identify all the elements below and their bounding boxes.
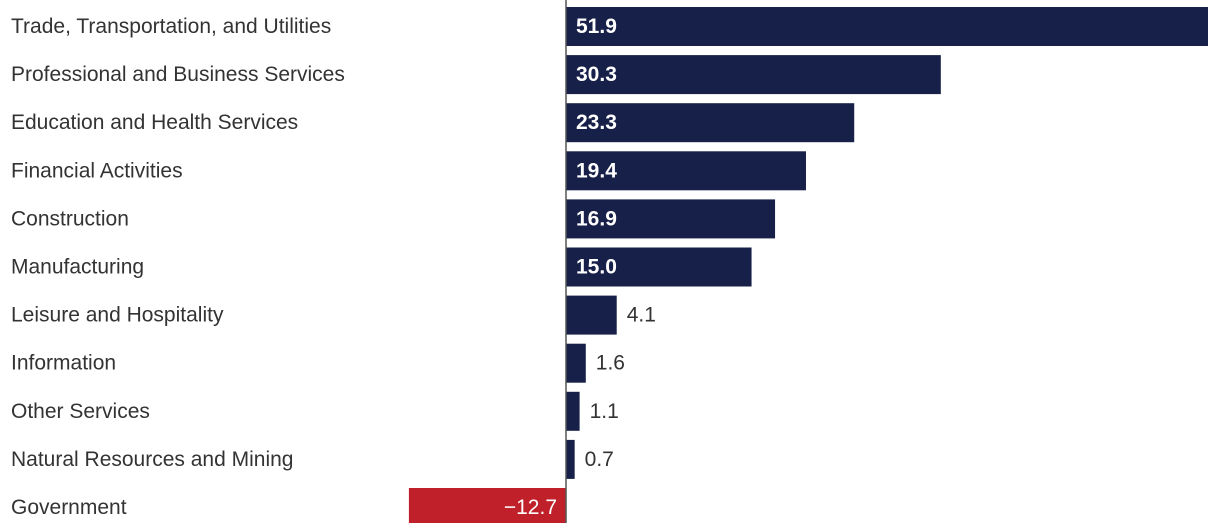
value-label: 51.9 — [576, 15, 617, 38]
bars — [408, 7, 1208, 523]
bar — [408, 488, 566, 523]
category-label: Information — [11, 352, 116, 375]
value-label: 1.6 — [596, 352, 625, 375]
category-label: Natural Resources and Mining — [11, 448, 293, 471]
bar — [566, 391, 580, 431]
category-label: Construction — [11, 207, 129, 230]
value-label: 1.1 — [590, 400, 619, 423]
value-label: 0.7 — [585, 448, 614, 471]
bar — [566, 199, 776, 239]
bar — [566, 103, 855, 143]
category-label: Financial Activities — [11, 159, 183, 182]
bar — [566, 151, 806, 191]
category-label: Leisure and Hospitality — [11, 304, 224, 327]
category-label: Education and Health Services — [11, 111, 298, 134]
bar — [566, 247, 752, 287]
category-label: Trade, Transportation, and Utilities — [11, 15, 331, 38]
value-label: 16.9 — [576, 207, 617, 230]
bar — [566, 55, 941, 95]
value-label: 23.3 — [576, 111, 617, 134]
value-label: 19.4 — [576, 159, 617, 182]
category-labels: Trade, Transportation, and Utilities Prof… — [11, 15, 345, 519]
bar — [566, 295, 617, 335]
value-labels: 51.9 30.3 23.3 19.4 16.9 15.0 4.1 1.6 1.1 0.7 −12.… — [504, 15, 656, 519]
category-label: Professional and Business Services — [11, 63, 345, 86]
category-label: Manufacturing — [11, 256, 144, 279]
bar — [566, 343, 586, 383]
value-label: −12.7 — [504, 496, 557, 519]
category-label: Government — [11, 496, 127, 519]
value-label: 30.3 — [576, 63, 617, 86]
bar — [566, 439, 575, 479]
value-label: 4.1 — [627, 304, 656, 327]
value-label: 15.0 — [576, 256, 617, 279]
bar — [566, 7, 1208, 46]
category-label: Other Services — [11, 400, 150, 423]
